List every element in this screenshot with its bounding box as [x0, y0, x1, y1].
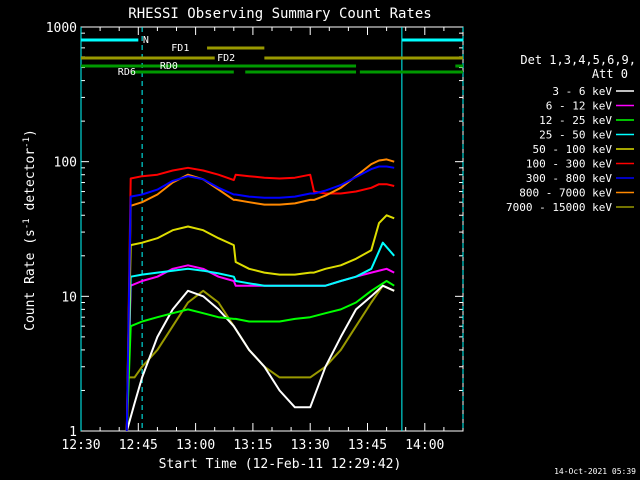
- flag-label: FD1: [171, 43, 189, 54]
- legend-entry-label: 25 - 50 keV: [539, 129, 612, 142]
- series-line: [125, 284, 395, 432]
- flag-bars: N FD1 FD2 RD0 RD6: [81, 35, 463, 78]
- legend-entry-label: 100 - 300 keV: [526, 158, 612, 171]
- y-label-part: detector: [23, 148, 38, 219]
- legend-entry-label: 7000 - 15000 keV: [506, 201, 612, 214]
- x-tick-label: 13:45: [348, 438, 387, 453]
- y-label-part: Count Rate (s: [23, 229, 38, 331]
- series-line: [125, 280, 395, 432]
- y-tick-label: 10: [61, 290, 77, 305]
- series-line: [125, 158, 395, 432]
- y-axis-label: Count Rate (s-1 detector-1): [22, 129, 38, 331]
- legend-entry-label: 6 - 12 keV: [546, 100, 613, 113]
- chart-title: RHESSI Observing Summary Count Rates: [128, 6, 431, 22]
- axes: 12:30 12:45 13:00 13:15 13:30 13:45 14:00 1 10 10…: [46, 21, 464, 453]
- x-tick-label: 14:00: [405, 438, 444, 453]
- series-line: [125, 166, 395, 432]
- x-tick-label: 13:00: [176, 438, 215, 453]
- series-line: [125, 264, 395, 432]
- x-tick-label: 13:15: [233, 438, 272, 453]
- timestamp: 14-Oct-2021 05:39: [554, 467, 636, 476]
- flag-label: RD6: [118, 67, 136, 78]
- flag-label: N: [143, 35, 149, 46]
- x-axis-label: Start Time (12-Feb-11 12:29:42): [159, 457, 402, 472]
- x-tick-label: 12:45: [119, 438, 158, 453]
- series-line: [125, 165, 395, 432]
- y-label-part: ): [23, 129, 38, 137]
- legend-detectors: Det 1,3,4,5,6,9,: [520, 53, 636, 67]
- x-tick-label: 12:30: [61, 438, 100, 453]
- y-label-exp: -1: [22, 218, 32, 229]
- legend-entry-label: 3 - 6 keV: [552, 85, 612, 98]
- legend-entry-label: 50 - 100 keV: [533, 143, 613, 156]
- legend-entry-label: 800 - 7000 keV: [519, 187, 612, 200]
- y-tick-label: 1: [69, 425, 77, 440]
- legend-entry-label: 12 - 25 keV: [539, 114, 612, 127]
- vertical-markers: [80, 27, 464, 431]
- y-tick-label: 100: [54, 156, 77, 171]
- flag-label: RD0: [160, 61, 178, 72]
- legend-header: Det 1,3,4,5,6,9, Att 0: [520, 53, 636, 81]
- x-tick-label: 13:30: [291, 438, 330, 453]
- legend-attenuator: Att 0: [592, 67, 628, 81]
- legend-entry-label: 300 - 800 keV: [526, 172, 612, 185]
- y-label-exp: -1: [22, 137, 32, 148]
- series-line: [125, 241, 395, 432]
- y-tick-label: 1000: [46, 21, 77, 36]
- series-layer: [125, 158, 395, 432]
- series-line: [125, 214, 395, 432]
- flag-label: FD2: [217, 53, 235, 64]
